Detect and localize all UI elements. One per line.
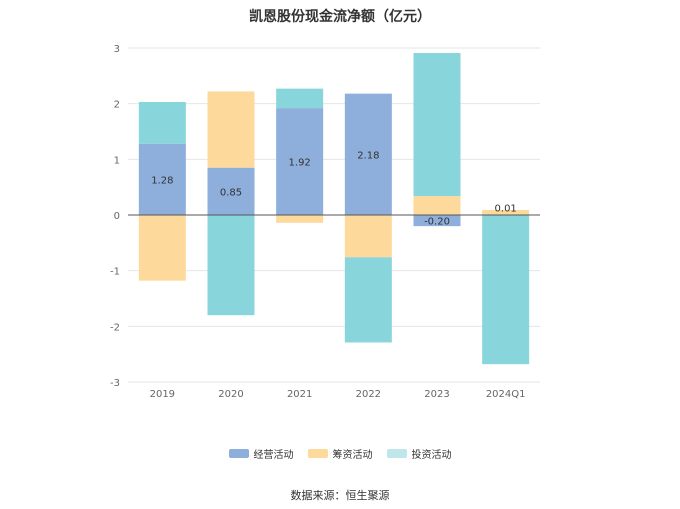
x-tick-label-2024Q1: 2024Q1 [486,389,526,400]
y-tick-label-6: -3 [110,378,120,389]
y-tick-label-3: 0 [114,211,120,222]
legend-label-operating: 经营活动 [253,450,294,461]
data-label-2021: 1.92 [289,158,311,169]
data-label-2024Q1: 0.01 [495,203,517,214]
bar-investing-2024Q1 [482,215,530,365]
y-tick-label-0: 3 [114,44,120,55]
bar-financing-2021 [276,215,324,223]
bar-investing-2020 [207,215,255,316]
x-tick-label-2022: 2022 [356,389,381,400]
bar-financing-2020 [207,91,255,168]
legend-item-financing[interactable]: 筹资活动 [307,446,373,461]
legend-label-investing: 投资活动 [411,450,452,461]
data-source: 数据来源：恒生聚源 [290,489,390,502]
chart-title: 凯恩股份现金流净额（亿元） [249,9,431,25]
bar-operating-2023 [413,215,461,227]
bar-investing-2023 [413,53,461,197]
y-tick-label-4: -1 [110,267,120,278]
legend-swatch-investing [386,449,407,458]
legend-item-investing[interactable]: 投资活动 [386,446,452,461]
bar-operating-2019 [138,143,186,215]
legend-swatch-financing [307,449,328,458]
data-label-2019: 1.28 [151,175,173,186]
data-label-2022: 2.18 [357,150,379,161]
data-label-2023: -0.20 [424,217,450,228]
chart-legend: 经营活动 筹资活动 投资活动 [0,446,680,461]
y-tick-label-1: 2 [114,100,120,111]
bar-investing-2022 [344,257,392,343]
y-tick-label-2: 1 [114,155,120,166]
bar-investing-2021 [276,88,324,109]
bar-financing-2019 [138,215,186,281]
x-tick-label-2019: 2019 [150,389,175,400]
bar-investing-2019 [138,101,186,144]
x-tick-label-2023: 2023 [424,389,449,400]
y-tick-label-5: -2 [110,322,120,333]
x-tick-label-2020: 2020 [218,389,243,400]
x-tick-label-2021: 2021 [287,389,312,400]
bar-financing-2023 [413,196,461,215]
legend-swatch-operating [228,449,249,458]
bar-operating-2020 [207,167,255,215]
bar-operating-2022 [344,93,392,215]
legend-label-financing: 筹资活动 [332,450,373,461]
cashflow-chart: 3 2 1 0 -1 -2 -3 2019 2020 2021 2022 2023 2024Q1 1.28… [110,44,540,400]
data-label-2020: 0.85 [220,187,242,198]
bar-operating-2021 [276,108,324,215]
bar-financing-2022 [344,215,392,258]
legend-item-operating[interactable]: 经营活动 [228,446,294,461]
bar-financing-2024Q1 [482,209,530,215]
